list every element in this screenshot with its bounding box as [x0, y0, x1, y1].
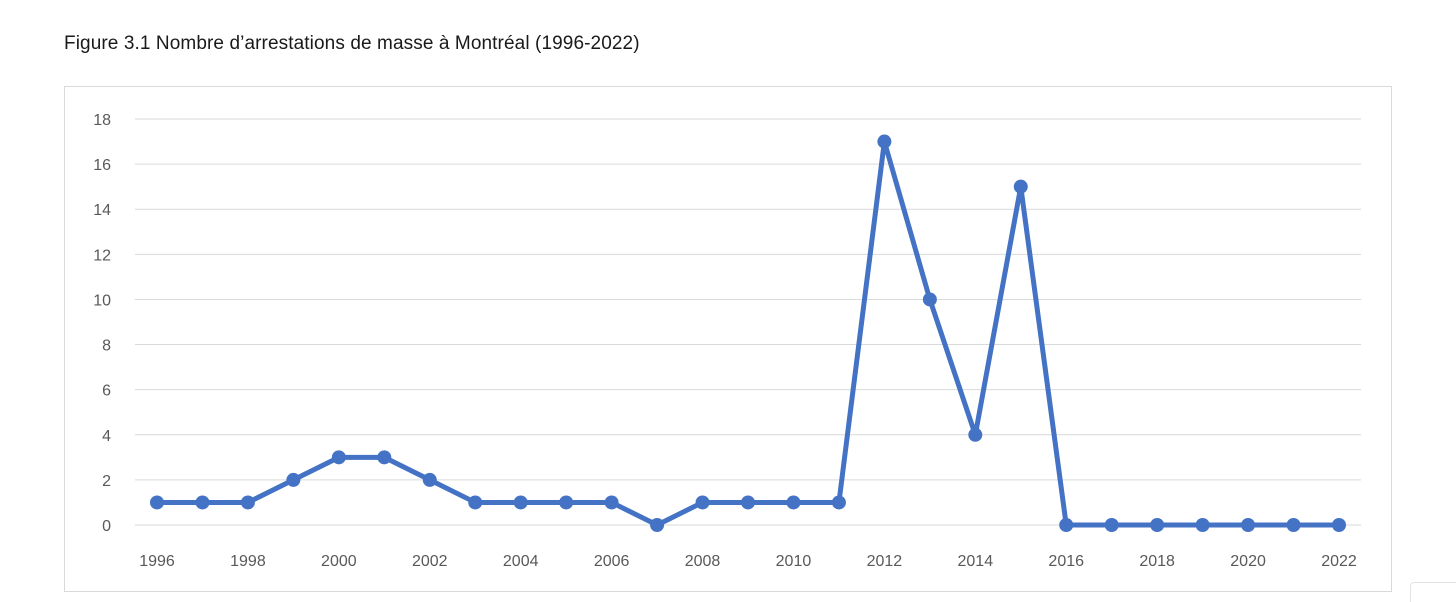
y-tick-label-12: 12 — [93, 247, 111, 264]
data-point-2018 — [1150, 518, 1165, 532]
data-point-2014 — [968, 427, 983, 442]
corner-widget[interactable] — [1410, 582, 1456, 602]
x-tick-label-2012: 2012 — [867, 553, 903, 570]
y-tick-label-6: 6 — [102, 383, 111, 400]
x-tick-label-2008: 2008 — [685, 553, 721, 570]
x-tick-label-2006: 2006 — [594, 553, 630, 570]
y-axis-tick-labels: 0 2 4 6 8 10 12 14 16 18 — [93, 112, 111, 535]
data-point-2006 — [604, 495, 619, 510]
data-point-2005 — [559, 495, 574, 510]
data-point-1997 — [195, 495, 210, 510]
x-tick-label-2002: 2002 — [412, 553, 448, 570]
y-tick-label-16: 16 — [93, 157, 111, 174]
data-point-1998 — [240, 495, 255, 510]
data-point-2001 — [377, 450, 392, 465]
x-axis-tick-labels: 1996 1998 2000 2002 2004 2006 2008 2010 2012 2014… — [139, 553, 1357, 570]
data-point-2009 — [741, 495, 755, 510]
y-tick-label-4: 4 — [102, 428, 111, 445]
data-point-2015 — [1013, 179, 1028, 194]
data-point-1996 — [150, 495, 164, 510]
x-tick-label-1996: 1996 — [139, 553, 175, 570]
x-tick-label-2014: 2014 — [958, 553, 994, 570]
gridlines — [135, 118, 1361, 526]
series-layer — [150, 134, 1346, 532]
x-tick-label-2016: 2016 — [1048, 553, 1084, 570]
x-tick-label-1998: 1998 — [230, 553, 266, 570]
data-point-2022 — [1332, 518, 1346, 532]
x-tick-label-2020: 2020 — [1230, 553, 1266, 570]
y-tick-label-8: 8 — [102, 338, 111, 355]
data-point-2012 — [877, 134, 892, 149]
data-point-2000 — [331, 450, 346, 465]
data-point-2016 — [1059, 518, 1074, 532]
y-tick-label-10: 10 — [93, 292, 111, 309]
y-tick-label-0: 0 — [102, 518, 111, 535]
data-point-1999 — [286, 472, 301, 487]
data-point-2004 — [513, 495, 528, 510]
data-point-2021 — [1286, 518, 1301, 532]
chart-frame: 0 2 4 6 8 10 12 14 16 18 1996 1998 2000 2002 2004 2006… — [64, 86, 1392, 592]
line-chart: 0 2 4 6 8 10 12 14 16 18 1996 1998 2000 2002 2004 2006… — [93, 112, 1361, 570]
x-tick-label-2022: 2022 — [1321, 553, 1357, 570]
data-point-2011 — [831, 495, 846, 510]
x-tick-label-2018: 2018 — [1139, 553, 1175, 570]
data-point-2020 — [1241, 518, 1256, 532]
series-line-0 — [154, 139, 1342, 528]
y-tick-label-18: 18 — [93, 112, 111, 129]
data-point-2017 — [1104, 518, 1119, 532]
y-tick-label-2: 2 — [102, 473, 111, 490]
x-tick-label-2000: 2000 — [321, 553, 357, 570]
data-point-2007 — [650, 518, 665, 532]
data-point-2013 — [922, 292, 937, 307]
y-tick-label-14: 14 — [93, 202, 111, 219]
figure-title: Figure 3.1 Nombre d’arrestations de mass… — [64, 33, 640, 54]
x-tick-label-2004: 2004 — [503, 553, 539, 570]
x-tick-label-2010: 2010 — [776, 553, 812, 570]
data-point-2003 — [468, 495, 483, 510]
data-point-2008 — [695, 495, 710, 510]
data-point-2002 — [422, 472, 437, 487]
data-point-2010 — [786, 495, 801, 510]
data-point-2019 — [1195, 518, 1210, 532]
